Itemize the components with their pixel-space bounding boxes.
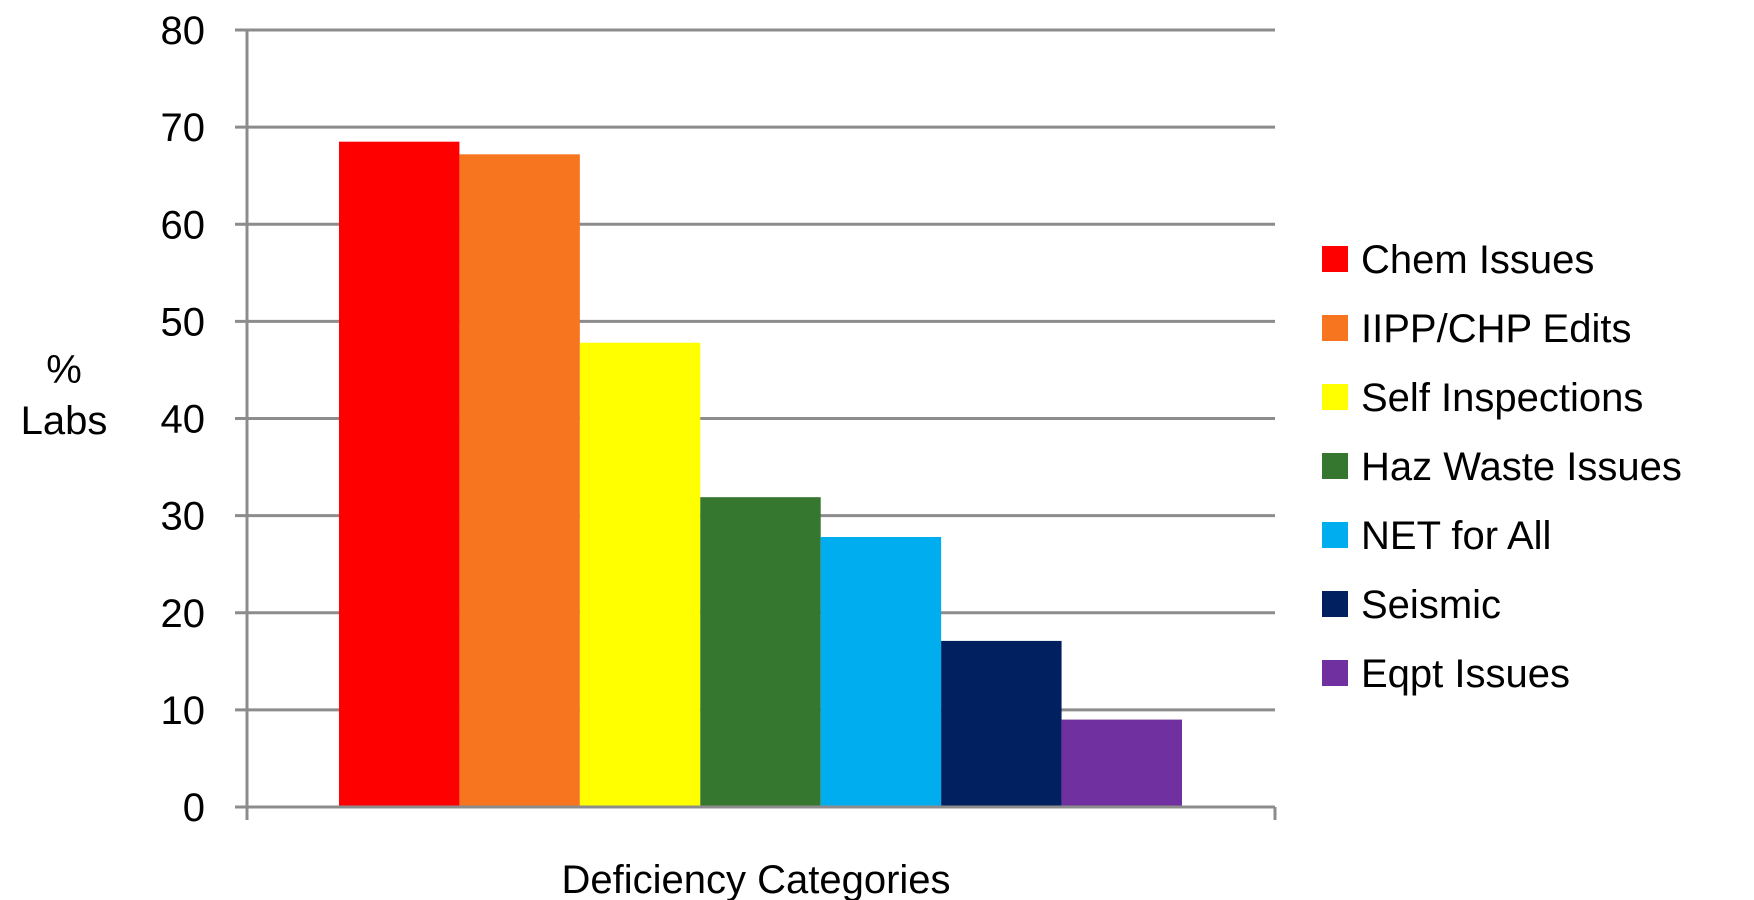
legend-item: Haz Waste Issues	[1322, 445, 1682, 489]
legend-swatch	[1322, 522, 1348, 548]
y-tick-label: 50	[161, 300, 206, 344]
legend-item: Chem Issues	[1322, 238, 1594, 282]
axes	[245, 30, 1277, 820]
legend-label: Haz Waste Issues	[1361, 445, 1682, 489]
legend: Chem Issues IIPP/CHP Edits Self Inspection…	[1322, 238, 1682, 696]
legend-label: NET for All	[1361, 514, 1551, 558]
bar-iipp-chp-edits	[459, 154, 580, 807]
legend-swatch	[1322, 453, 1348, 479]
bar-seismic	[941, 640, 1062, 807]
legend-item: Eqpt Issues	[1322, 652, 1570, 696]
y-tick-label: 20	[161, 592, 206, 636]
y-axis-ticks: 0 10 20 30 40 50 60 70 80	[161, 9, 247, 830]
legend-swatch	[1322, 660, 1348, 686]
bar-haz-waste-issues	[700, 497, 821, 807]
y-tick-label: 0	[183, 786, 205, 830]
y-axis-title-line-2: Labs	[21, 399, 108, 443]
y-tick-label: 10	[161, 689, 206, 733]
bar-eqpt-issues	[1061, 719, 1182, 807]
bar-net-for-all	[820, 536, 942, 807]
y-axis-title-line-1: %	[46, 348, 82, 392]
y-tick-label: 70	[161, 106, 206, 150]
y-tick-label: 40	[161, 398, 206, 442]
legend-swatch	[1322, 591, 1348, 617]
legend-label: IIPP/CHP Edits	[1361, 307, 1631, 351]
legend-item: IIPP/CHP Edits	[1322, 307, 1631, 351]
legend-label: Self Inspections	[1361, 376, 1643, 420]
y-tick-label: 80	[161, 9, 206, 53]
legend-item: Seismic	[1322, 583, 1501, 627]
legend-item: NET for All	[1322, 514, 1551, 558]
y-tick-label: 60	[161, 203, 206, 247]
legend-label: Chem Issues	[1361, 238, 1594, 282]
y-tick-label: 30	[161, 495, 206, 539]
legend-swatch	[1322, 315, 1348, 341]
legend-item: Self Inspections	[1322, 376, 1643, 420]
bars	[339, 141, 1182, 808]
legend-swatch	[1322, 384, 1348, 410]
legend-label: Seismic	[1361, 583, 1501, 627]
legend-swatch	[1322, 246, 1348, 272]
bar-self-inspections	[579, 342, 701, 807]
legend-label: Eqpt Issues	[1361, 652, 1570, 696]
bar-chem-issues	[339, 141, 460, 808]
x-axis-title: Deficiency Categories	[561, 858, 950, 900]
